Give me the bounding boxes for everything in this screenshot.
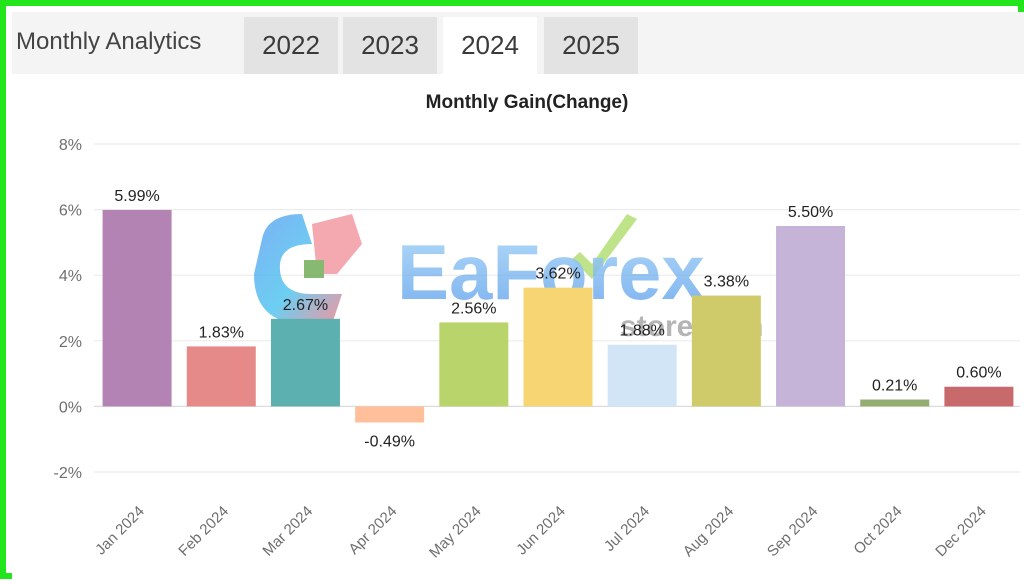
category-labels: Jan 2024 Feb 2024 Mar 2024 Apr 2024 May 2024… (92, 503, 989, 562)
x-tick-label: Jun 2024 (513, 503, 569, 559)
x-tick-label: Jan 2024 (92, 503, 148, 559)
bar-jan-2024[interactable] (102, 209, 172, 407)
checkmark-icon (572, 214, 637, 279)
value-label: 0.60% (956, 365, 1001, 382)
tab-2024[interactable]: 2024 (443, 17, 537, 74)
bar-may-2024[interactable] (439, 322, 509, 407)
value-label: 2.67% (283, 297, 328, 314)
tab-label: 2023 (361, 30, 419, 60)
y-tick-label: 4% (59, 268, 82, 285)
x-tick-label: Sep 2024 (764, 503, 821, 560)
logo-shape-icon (312, 214, 362, 274)
tab-2022[interactable]: 2022 (244, 17, 338, 74)
value-label: 5.99% (114, 188, 159, 205)
tab-2023[interactable]: 2023 (343, 17, 437, 74)
bar-oct-2024[interactable] (860, 399, 930, 407)
x-tick-label: May 2024 (426, 503, 485, 562)
y-tick-label: -2% (54, 465, 82, 482)
bar-feb-2024[interactable] (186, 346, 256, 407)
x-tick-label: Oct 2024 (850, 503, 905, 558)
value-label: -0.49% (364, 433, 415, 450)
chart-title: Monthly Gain(Change) (426, 92, 629, 113)
value-label: 1.83% (199, 324, 244, 341)
tab-label: 2024 (461, 30, 519, 60)
x-tick-label: Aug 2024 (680, 503, 737, 560)
bars (102, 209, 1014, 423)
value-label: 3.62% (535, 266, 580, 283)
chart-area: Monthly Gain(Change) 8% 6% 4% 2% 0% -2% (12, 74, 1024, 579)
value-labels: 5.99% 1.83% 2.67% -0.49% 2.56% 3.62% 1.88% 3.38… (114, 188, 1001, 451)
bar-aug-2024[interactable] (691, 295, 761, 407)
tab-label: 2022 (262, 30, 320, 60)
logo-square-icon (304, 260, 324, 278)
value-label: 2.56% (451, 300, 496, 317)
tab-2025[interactable]: 2025 (544, 17, 638, 74)
bar-jun-2024[interactable] (523, 287, 593, 407)
bar-mar-2024[interactable] (270, 318, 340, 407)
monthly-gain-chart: Monthly Gain(Change) 8% 6% 4% 2% 0% -2% (54, 92, 1020, 562)
value-label: 3.38% (704, 274, 749, 291)
value-label: 0.21% (872, 378, 917, 395)
y-axis-ticks: 8% 6% 4% 2% 0% -2% (54, 137, 82, 482)
x-tick-label: Apr 2024 (345, 503, 400, 558)
y-tick-label: 6% (59, 203, 82, 220)
tab-label: 2025 (562, 30, 620, 60)
x-tick-label: Mar 2024 (259, 503, 316, 560)
page-title: Monthly Analytics (16, 28, 202, 55)
logo-swoosh-icon (254, 214, 342, 324)
x-tick-label: Jul 2024 (601, 503, 653, 555)
bar-jul-2024[interactable] (607, 344, 677, 407)
y-tick-label: 0% (59, 399, 82, 416)
value-label: 5.50% (788, 204, 833, 221)
header: Monthly Analytics 2022 2023 2024 2025 (12, 12, 1024, 74)
bar-sep-2024[interactable] (776, 226, 846, 407)
value-label: 1.88% (619, 323, 664, 340)
y-tick-label: 2% (59, 334, 82, 351)
bar-apr-2024[interactable] (355, 406, 425, 423)
y-tick-label: 8% (59, 137, 82, 154)
x-tick-label: Feb 2024 (175, 503, 232, 560)
x-tick-label: Dec 2024 (932, 503, 989, 560)
bar-dec-2024[interactable] (944, 386, 1014, 407)
